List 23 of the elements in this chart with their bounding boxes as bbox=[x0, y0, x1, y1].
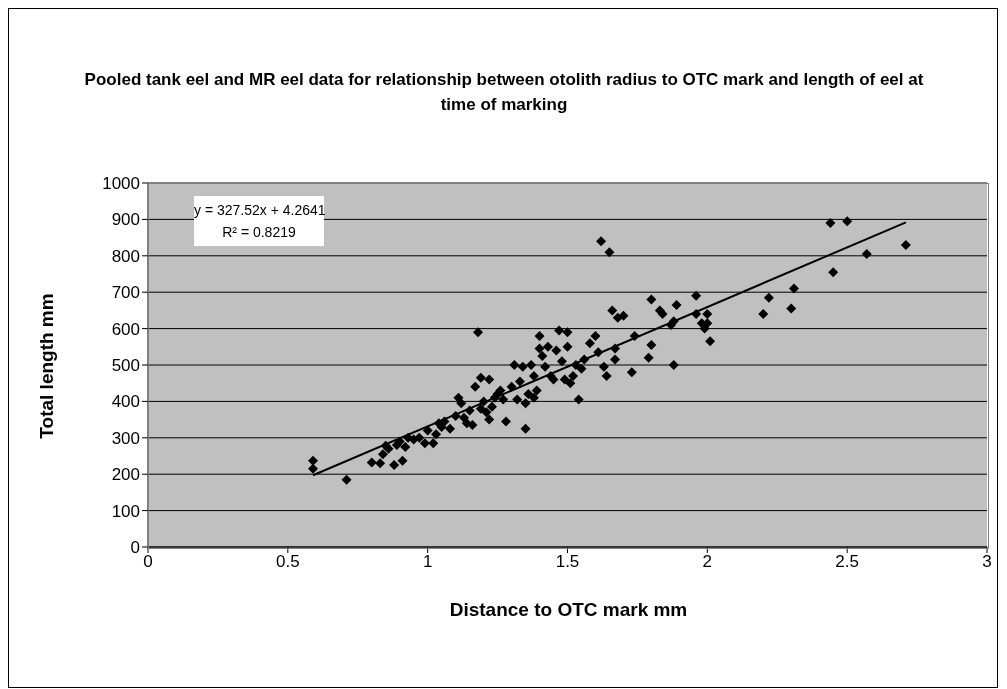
x-tick-label: 0.5 bbox=[276, 552, 300, 572]
y-tick-label: 100 bbox=[111, 501, 140, 521]
x-tick-label: 0 bbox=[143, 552, 153, 572]
y-tick-label: 1000 bbox=[102, 174, 140, 194]
annotation: R² = 0.8219 bbox=[221, 223, 297, 242]
x-tick-label: 1.5 bbox=[555, 552, 580, 572]
y-tick-label: 700 bbox=[111, 283, 140, 303]
x-tick-label: 2.5 bbox=[835, 552, 859, 572]
y-tick-label: 300 bbox=[111, 428, 140, 448]
y-tick-label: 400 bbox=[111, 392, 140, 412]
x-tick-label: 3 bbox=[982, 552, 992, 572]
y-tick-label: 900 bbox=[111, 210, 140, 230]
y-axis-title: Total length mm bbox=[36, 293, 58, 439]
y-tick-label: 600 bbox=[111, 319, 140, 339]
y-tick-label: 200 bbox=[111, 465, 140, 485]
y-tick-label: 800 bbox=[111, 246, 140, 266]
chart-title: Pooled tank eel and MR eel data for relationship between otolith radius to OTC mark and length of eel at time of marking bbox=[83, 69, 925, 116]
x-axis-title: Distance to OTC mark mm bbox=[448, 599, 689, 621]
x-tick-label: 2 bbox=[702, 552, 713, 572]
annotation: y = 327.52x + 4.2641 bbox=[194, 201, 326, 220]
x-tick-label: 1 bbox=[422, 552, 433, 572]
y-tick-label: 500 bbox=[111, 356, 140, 376]
y-tick-label: 0 bbox=[130, 538, 140, 558]
